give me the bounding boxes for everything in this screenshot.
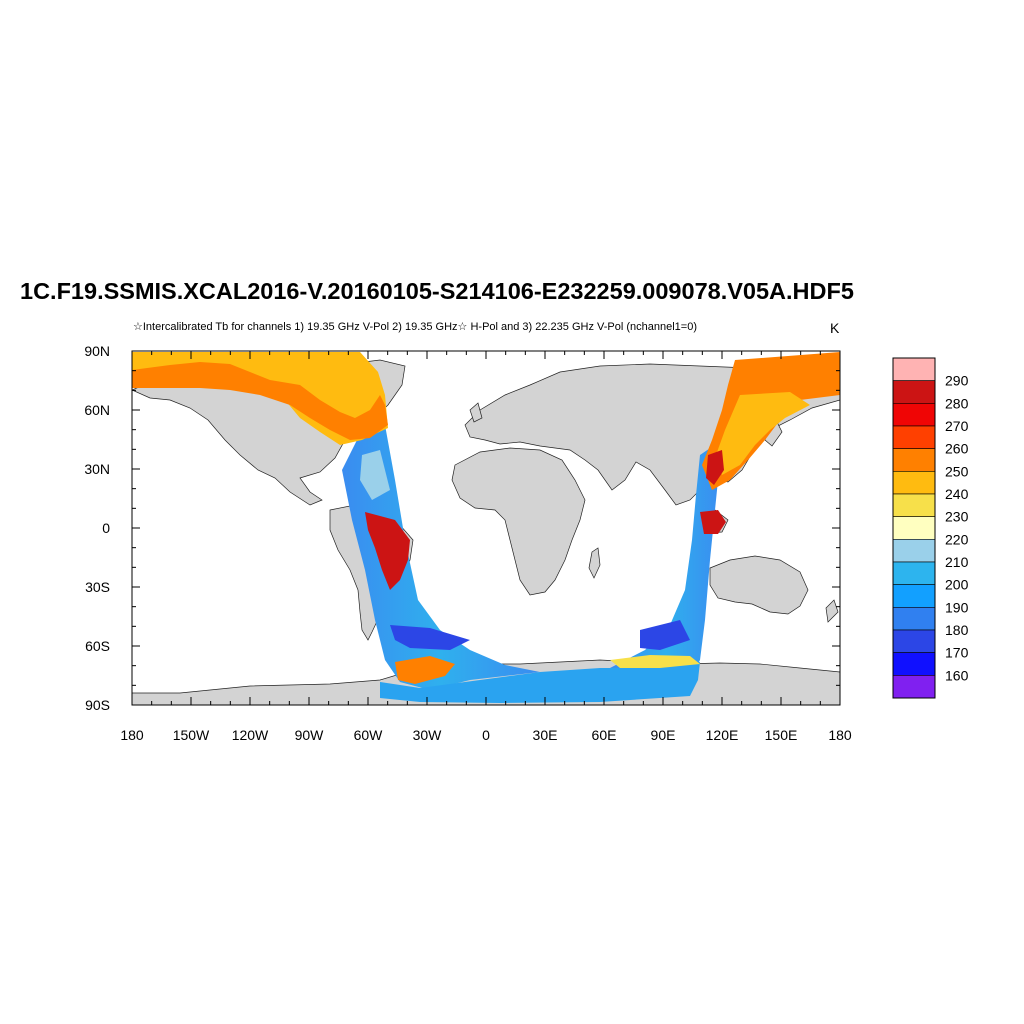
swath-seasia-hot bbox=[700, 510, 726, 534]
latitude-ticks: 90N 60N 30N 0 30S 60S 90S bbox=[84, 343, 840, 713]
swath-light-patch bbox=[360, 450, 390, 500]
colorbar-label: 210 bbox=[945, 554, 969, 570]
colorbar-label: 250 bbox=[945, 463, 969, 479]
lat-tick-label: 90S bbox=[85, 697, 110, 713]
colorbar-box bbox=[892, 675, 936, 699]
colorbar-label: 170 bbox=[945, 645, 969, 661]
lat-tick-label: 90N bbox=[84, 343, 110, 359]
colorbar-label: 190 bbox=[945, 599, 969, 615]
swath-amazon-hot bbox=[365, 512, 410, 590]
lon-tick-label: 30E bbox=[533, 727, 558, 743]
colorbar-box bbox=[892, 652, 936, 676]
lat-tick-label: 30S bbox=[85, 579, 110, 595]
lon-tick-label: 0 bbox=[482, 727, 490, 743]
colorbar-box bbox=[892, 516, 936, 540]
colorbar-box bbox=[892, 493, 936, 517]
lat-tick-label: 60N bbox=[84, 402, 110, 418]
lon-tick-label: 60W bbox=[354, 727, 384, 743]
swath-west bbox=[342, 425, 540, 690]
colorbar-label: 180 bbox=[945, 622, 969, 638]
lon-tick-label: 120E bbox=[706, 727, 739, 743]
colorbar-label: 230 bbox=[945, 509, 969, 525]
colorbar-label: 290 bbox=[945, 373, 969, 389]
lon-tick-label: 150E bbox=[765, 727, 798, 743]
lon-tick-label: 90W bbox=[295, 727, 325, 743]
colorbar-units: K bbox=[830, 320, 840, 336]
colorbar-box bbox=[892, 357, 936, 381]
colorbar-box bbox=[892, 403, 936, 427]
lon-tick-label: 30W bbox=[413, 727, 443, 743]
swath-antarctic-warm bbox=[395, 656, 455, 684]
colorbar-box bbox=[892, 425, 936, 449]
colorbar-box bbox=[892, 539, 936, 563]
swath-antarctic-yellow bbox=[610, 655, 700, 668]
colorbar-label: 240 bbox=[945, 486, 969, 502]
lon-tick-label: 60E bbox=[592, 727, 617, 743]
colorbar-box bbox=[892, 448, 936, 472]
map-subtitle: ☆Intercalibrated Tb for channels 1) 19.3… bbox=[133, 321, 698, 333]
colorbar: 290 280 270 260 250 240 230 220 210 200 190 180 170 1… bbox=[892, 357, 969, 699]
swath-east bbox=[610, 440, 722, 680]
swath-south bbox=[380, 662, 700, 703]
land-new-zealand bbox=[825, 599, 839, 623]
land-uk bbox=[469, 402, 483, 423]
colorbar-label: 220 bbox=[945, 531, 969, 547]
colorbar-box bbox=[892, 471, 936, 495]
colorbar-label: 200 bbox=[945, 577, 969, 593]
colorbar-box bbox=[892, 380, 936, 404]
land-australia bbox=[709, 555, 809, 615]
lon-tick-label: 120W bbox=[232, 727, 269, 743]
land-madagascar bbox=[588, 547, 601, 579]
lon-tick-label: 90E bbox=[651, 727, 676, 743]
swath-north-east-yellow bbox=[716, 392, 810, 475]
lon-tick-label: 150W bbox=[173, 727, 210, 743]
colorbar-box bbox=[892, 561, 936, 585]
colorbar-label: 260 bbox=[945, 441, 969, 457]
swath-north-west-red bbox=[132, 362, 388, 440]
swath-cold-patch-1 bbox=[390, 625, 470, 650]
colorbar-label: 160 bbox=[945, 667, 969, 683]
colorbar-box bbox=[892, 584, 936, 608]
lon-tick-label: 180 bbox=[828, 727, 852, 743]
lon-tick-label: 180 bbox=[120, 727, 144, 743]
colorbar-box bbox=[892, 629, 936, 653]
colorbar-label: 280 bbox=[945, 395, 969, 411]
lat-tick-label: 60S bbox=[85, 638, 110, 654]
lat-tick-label: 0 bbox=[102, 520, 110, 536]
colorbar-label: 270 bbox=[945, 418, 969, 434]
lat-tick-label: 30N bbox=[84, 461, 110, 477]
colorbar-frame bbox=[892, 357, 936, 699]
swath-cold-patch-2 bbox=[640, 620, 690, 650]
longitude-ticks: 180 150W 120W 90W 60W 30W 0 30E 60E 90E 120E 150E 18… bbox=[120, 351, 852, 743]
map-title: 1C.F19.SSMIS.XCAL2016-V.20160105-S214106… bbox=[20, 278, 854, 304]
colorbar-box bbox=[892, 607, 936, 631]
swath-china-hot bbox=[706, 450, 724, 485]
land-africa bbox=[451, 447, 586, 596]
